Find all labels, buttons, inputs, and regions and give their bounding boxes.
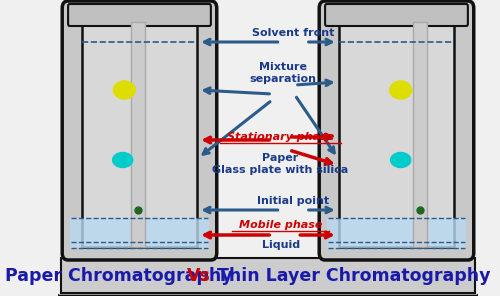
Bar bbox=[60, 258, 476, 293]
Text: Mobile phase: Mobile phase bbox=[239, 220, 322, 230]
FancyBboxPatch shape bbox=[56, 0, 480, 296]
Bar bbox=[70, 218, 209, 248]
Text: Mixture
separation: Mixture separation bbox=[250, 62, 316, 84]
Text: Initial point: Initial point bbox=[257, 196, 329, 206]
Bar bbox=[338, 22, 454, 247]
Text: Glass plate with silica: Glass plate with silica bbox=[212, 165, 348, 175]
Ellipse shape bbox=[114, 81, 136, 99]
Text: Solvent front: Solvent front bbox=[252, 28, 334, 38]
FancyBboxPatch shape bbox=[319, 1, 474, 260]
Ellipse shape bbox=[112, 152, 133, 168]
FancyBboxPatch shape bbox=[68, 4, 211, 26]
Bar bbox=[327, 218, 466, 248]
Text: Stationary phase: Stationary phase bbox=[227, 132, 334, 142]
Text: Paper: Paper bbox=[262, 153, 298, 163]
FancyBboxPatch shape bbox=[325, 4, 468, 26]
Bar bbox=[82, 22, 198, 247]
Text: Thin Layer Chromatography: Thin Layer Chromatography bbox=[217, 267, 490, 285]
Text: Liquid: Liquid bbox=[262, 240, 300, 250]
Text: Vs: Vs bbox=[187, 267, 211, 285]
Text: Paper Chromatography: Paper Chromatography bbox=[4, 267, 232, 285]
Ellipse shape bbox=[390, 81, 411, 99]
Bar bbox=[414, 22, 426, 247]
Ellipse shape bbox=[390, 152, 411, 168]
FancyBboxPatch shape bbox=[62, 1, 216, 260]
Bar bbox=[131, 22, 144, 247]
